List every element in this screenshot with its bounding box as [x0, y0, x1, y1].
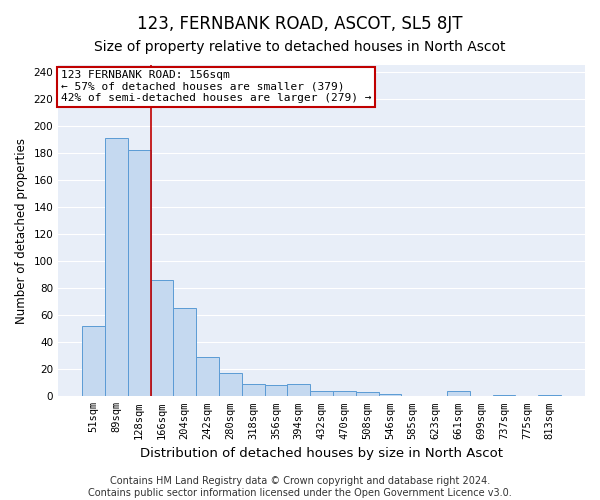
Bar [82, 326, 105, 396]
Bar [128, 150, 151, 396]
Bar [173, 308, 196, 396]
Bar [219, 374, 242, 396]
Bar [242, 384, 265, 396]
Bar [333, 391, 356, 396]
Bar [196, 357, 219, 397]
Bar [287, 384, 310, 396]
Text: Contains HM Land Registry data © Crown copyright and database right 2024.
Contai: Contains HM Land Registry data © Crown c… [88, 476, 512, 498]
Bar [265, 386, 287, 396]
Text: Size of property relative to detached houses in North Ascot: Size of property relative to detached ho… [94, 40, 506, 54]
Bar [538, 395, 561, 396]
Bar [310, 391, 333, 396]
Text: 123 FERNBANK ROAD: 156sqm
← 57% of detached houses are smaller (379)
42% of semi: 123 FERNBANK ROAD: 156sqm ← 57% of detac… [61, 70, 371, 103]
Bar [356, 392, 379, 396]
Bar [379, 394, 401, 396]
Text: 123, FERNBANK ROAD, ASCOT, SL5 8JT: 123, FERNBANK ROAD, ASCOT, SL5 8JT [137, 15, 463, 33]
Bar [493, 395, 515, 396]
Bar [105, 138, 128, 396]
Y-axis label: Number of detached properties: Number of detached properties [15, 138, 28, 324]
Bar [447, 391, 470, 396]
Bar [151, 280, 173, 396]
X-axis label: Distribution of detached houses by size in North Ascot: Distribution of detached houses by size … [140, 447, 503, 460]
